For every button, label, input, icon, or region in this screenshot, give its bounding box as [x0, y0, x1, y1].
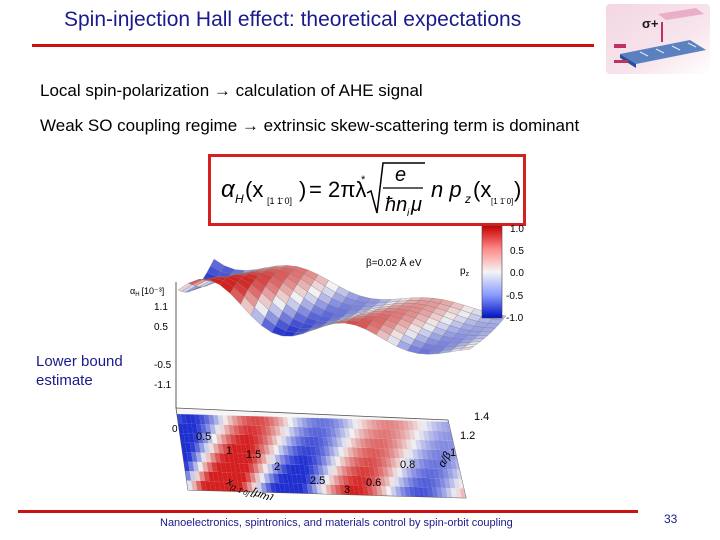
footer-divider: [18, 510, 638, 513]
colorbar-tick-0: 1.0: [510, 224, 524, 235]
colorbar: [481, 225, 503, 319]
bullet-weak-so-coupling: Weak SO coupling regime → extrinsic skew…: [40, 116, 580, 135]
lower-bound-callout: Lower bound estimate: [34, 352, 125, 390]
formula-p-sub: z: [464, 192, 471, 206]
formula-equals: = 2πλ: [309, 177, 366, 202]
spin-polarization-surface-plot: αH [10⁻³] 1.1 0.5 -0.5 -1.1 0 0.5 1 1.5 2…: [130, 222, 550, 505]
x-tick-4: 2.5: [310, 475, 325, 487]
z-tick-2: -0.5: [154, 360, 172, 371]
surface-mesh: [177, 258, 507, 355]
colorbar-tick-2: 0.0: [510, 268, 524, 279]
sigma-plus-label: σ+: [642, 16, 659, 31]
z-axis-label: αH [10⁻³]: [130, 286, 164, 298]
y-tick-3: 0.8: [400, 459, 415, 471]
formula-denominator: ħn: [385, 194, 407, 216]
formula-numerator: e: [395, 164, 406, 186]
z-tick-3: -1.1: [154, 380, 172, 391]
y-tick-1: 1.2: [460, 430, 475, 442]
z-tick-1: 0.5: [154, 322, 168, 333]
callout-line-1: Lower bound: [36, 353, 123, 370]
page-number: 33: [664, 512, 678, 526]
formula-rhs-close: ): [514, 177, 521, 202]
x-tick-5: 3: [344, 484, 350, 496]
colorbar-tick-4: -1.0: [506, 313, 524, 324]
colorbar-tick-1: 0.5: [510, 246, 524, 257]
formula-rhs-arg: (x: [473, 177, 491, 202]
bullet-spin-polarization: Local spin-polarization → calculation of…: [40, 81, 423, 100]
spin-device-logo: σ+: [600, 2, 712, 76]
formula-mu: μ: [410, 194, 422, 216]
sqrt-sign: [366, 162, 425, 214]
z-tick-zero: 0: [172, 424, 178, 435]
formula-arg: (x: [245, 177, 263, 202]
x-tick-3: 2: [274, 461, 280, 473]
slide-title: Spin-injection Hall effect: theoretical …: [64, 8, 522, 31]
colorbar-tick-3: -0.5: [506, 291, 524, 302]
formula-alpha-sub: H: [235, 192, 244, 206]
formula-denominator-sub: i: [407, 208, 410, 219]
formula-n-p: n p: [431, 177, 462, 202]
ahe-formula: α H (x [1 1̄ 0] ) = 2πλ * e ħn i μ n p z…: [221, 162, 521, 219]
formula-rhs-arg-sub: [1 1̄ 0]: [491, 197, 513, 206]
floor-projection: [176, 414, 466, 498]
x-tick-0: 0.5: [196, 431, 211, 443]
footer-text: Nanoelectronics, spintronics, and materi…: [160, 517, 513, 529]
title-divider: [32, 44, 594, 47]
x-tick-2: 1.5: [246, 449, 261, 461]
ahe-formula-box: α H (x [1 1̄ 0] ) = 2πλ * e ħn i μ n p z…: [208, 154, 526, 226]
colorbar-title: pz: [460, 266, 470, 278]
formula-arg-close: ): [299, 177, 306, 202]
y-tick-2: 1: [450, 447, 456, 459]
y-tick-4: 0.6: [366, 477, 381, 489]
formula-star: *: [361, 174, 366, 186]
z-tick-0: 1.1: [154, 302, 168, 313]
formula-alpha: α: [221, 176, 236, 203]
x-tick-1: 1: [226, 445, 232, 457]
beta-annotation: β=0.02 Å eV: [366, 256, 422, 269]
callout-line-2: estimate: [36, 372, 93, 389]
y-tick-0: 1.4: [474, 411, 489, 423]
formula-arg-sub: [1 1̄ 0]: [267, 196, 292, 206]
